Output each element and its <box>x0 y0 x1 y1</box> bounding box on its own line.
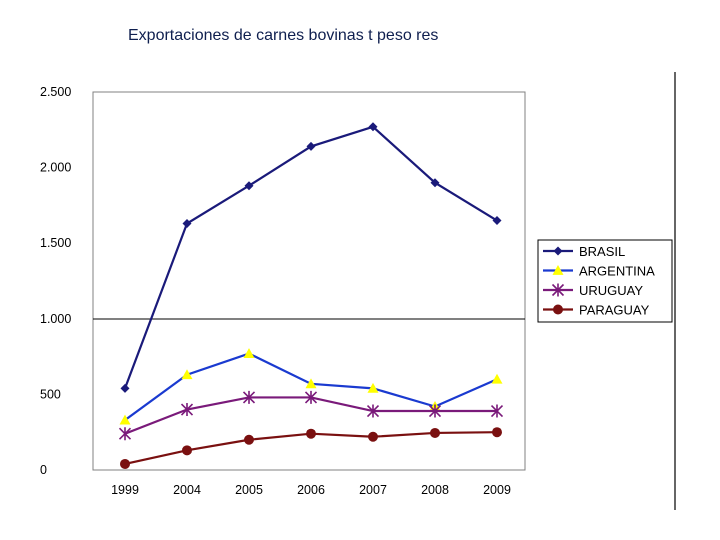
data-point-paraguay <box>368 431 378 442</box>
data-point-paraguay <box>492 427 502 438</box>
legend-label-brasil: BRASIL <box>579 244 625 259</box>
legend-marker-uruguay <box>551 283 565 297</box>
data-point-brasil <box>430 178 440 188</box>
x-tick-label: 2007 <box>359 483 387 497</box>
legend-marker-argentina <box>552 265 564 275</box>
x-tick-label: 2008 <box>421 483 449 497</box>
chart-title: Exportaciones de carnes bovinas t peso r… <box>128 27 439 44</box>
data-point-brasil <box>306 141 316 151</box>
y-tick-label: 2.000 <box>40 161 71 175</box>
data-point-argentina <box>181 369 193 380</box>
x-tick-label: 2004 <box>173 483 201 497</box>
data-point-brasil <box>368 122 378 132</box>
data-point-argentina <box>305 378 317 389</box>
legend-label-argentina: ARGENTINA <box>579 264 655 279</box>
data-point-brasil <box>120 383 130 393</box>
x-tick-label: 1999 <box>111 483 139 497</box>
data-point-uruguay <box>180 403 194 417</box>
data-point-paraguay <box>182 445 192 456</box>
y-tick-label: 2.500 <box>40 85 71 99</box>
data-point-uruguay <box>428 404 442 418</box>
x-tick-label: 2005 <box>235 483 263 497</box>
y-tick-label: 500 <box>40 387 61 401</box>
legend-label-uruguay: URUGUAY <box>579 283 643 298</box>
legend-marker-paraguay <box>553 304 563 315</box>
data-point-argentina <box>243 348 255 358</box>
data-point-paraguay <box>306 428 316 439</box>
x-tick-label: 2006 <box>297 483 325 497</box>
y-tick-label: 1.000 <box>40 312 71 326</box>
data-point-paraguay <box>244 434 254 445</box>
data-point-brasil <box>492 216 502 226</box>
data-point-uruguay <box>366 404 380 418</box>
data-point-argentina <box>491 373 503 384</box>
data-point-paraguay <box>120 458 130 469</box>
data-point-argentina <box>119 414 131 425</box>
x-tick-label: 2009 <box>483 483 511 497</box>
data-point-uruguay <box>118 427 132 441</box>
legend-marker-brasil <box>553 246 563 256</box>
data-point-paraguay <box>430 427 440 438</box>
y-tick-label: 1.500 <box>40 236 71 250</box>
data-point-uruguay <box>304 390 318 404</box>
legend: BRASIL ARGENTINA URUGUAY PARAGUAY <box>537 239 673 323</box>
data-point-uruguay <box>490 404 504 418</box>
data-point-argentina <box>367 382 379 393</box>
data-point-brasil <box>182 219 192 229</box>
legend-label-paraguay: PARAGUAY <box>579 303 650 318</box>
y-tick-label: 0 <box>40 463 47 477</box>
data-point-uruguay <box>242 390 256 404</box>
data-point-brasil <box>244 181 254 191</box>
